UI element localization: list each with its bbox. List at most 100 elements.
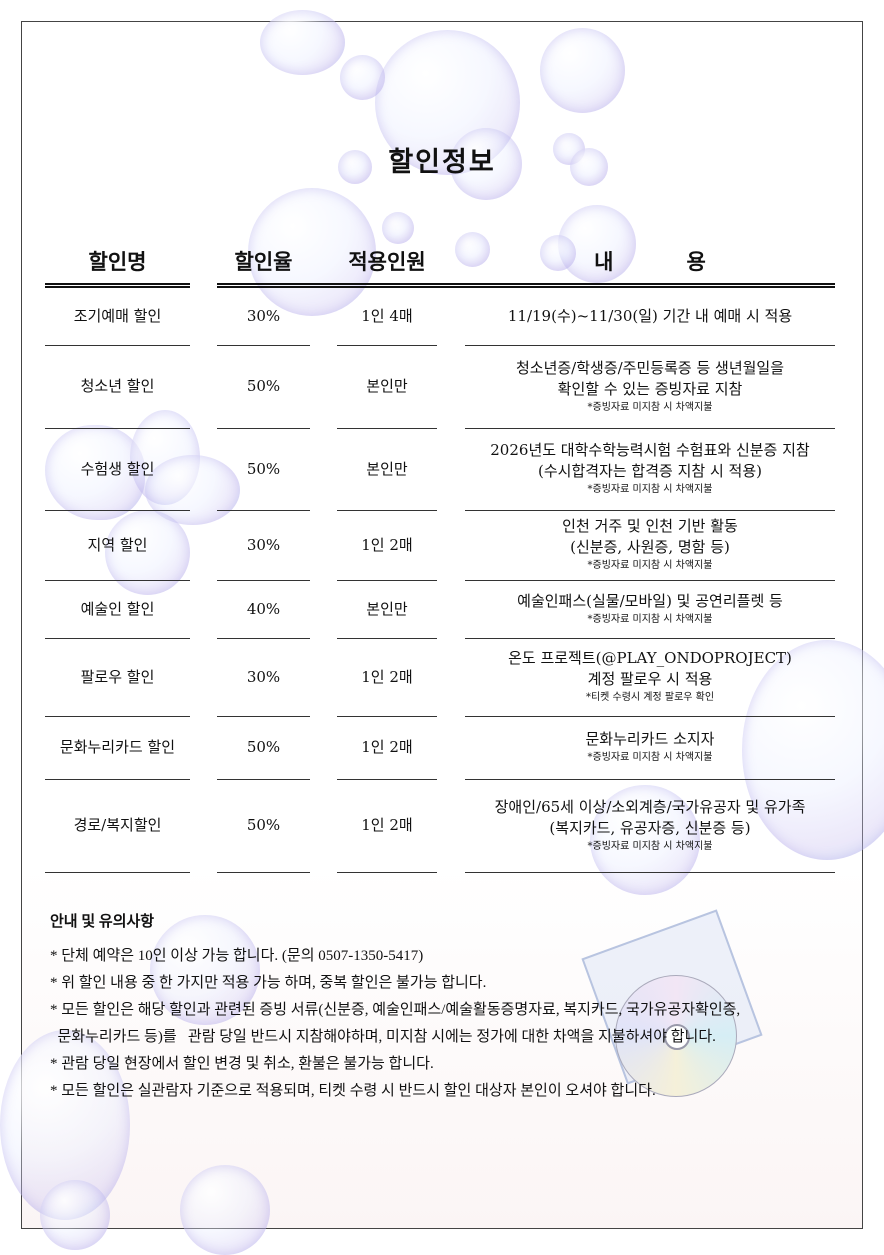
content-cell: 2026년도 대학수학능력시험 수험표와 신분증 지참 (수시합격자는 합격증 지… bbox=[465, 428, 835, 510]
discount-name: 팔로우 할인 bbox=[80, 667, 155, 686]
row-divider bbox=[337, 428, 437, 429]
discount-name: 지역 할인 bbox=[87, 535, 148, 554]
content-note: *증빙자료 미지참 시 차액지불 bbox=[587, 401, 713, 413]
applicable-people: 1인 2매 bbox=[361, 738, 413, 756]
discount-rate: 30% bbox=[246, 535, 281, 554]
content-cell: 예술인패스(실물/모바일) 및 공연리플렛 등 *증빙자료 미지참 시 차액지불 bbox=[465, 580, 835, 638]
row-divider bbox=[465, 779, 835, 780]
content-note: *증빙자료 미지참 시 차액지불 bbox=[587, 840, 713, 852]
people-cell: 본인만 bbox=[337, 345, 437, 428]
content-line: 확인할 수 있는 증빙자료 지참 bbox=[557, 379, 743, 398]
row-divider bbox=[465, 716, 835, 717]
discount-rate: 40% bbox=[246, 599, 281, 618]
discount-rate: 30% bbox=[246, 667, 281, 686]
row-divider bbox=[45, 580, 190, 581]
row-divider bbox=[217, 716, 310, 717]
row-divider bbox=[465, 428, 835, 429]
applicable-people: 1인 2매 bbox=[361, 816, 413, 834]
discount-rate: 50% bbox=[246, 377, 281, 395]
applicable-people: 본인만 bbox=[366, 599, 408, 618]
discount-rate: 50% bbox=[246, 459, 281, 478]
discount-name-cell: 문화누리카드 할인 bbox=[45, 716, 190, 779]
discount-rate-cell: 50% bbox=[217, 779, 310, 872]
row-divider bbox=[45, 345, 190, 346]
content-note: *증빙자료 미지참 시 차액지불 bbox=[587, 484, 713, 495]
discount-name: 청소년 할인 bbox=[80, 377, 155, 395]
content-line: 인천 거주 및 인천 기반 활동 bbox=[562, 517, 738, 535]
content-cell: 온도 프로젝트(@PLAY_ONDOPROJECT) 계정 팔로우 시 적용 *티켓… bbox=[465, 638, 835, 716]
discount-rate-cell: 30% bbox=[217, 638, 310, 716]
content-note: *증빙자료 미지참 시 차액지불 bbox=[587, 613, 713, 625]
discount-rate-cell: 30% bbox=[217, 288, 310, 345]
row-divider bbox=[337, 872, 437, 873]
people-cell: 1인 2매 bbox=[337, 716, 437, 779]
content-line: (신분증, 사원증, 명함 등) bbox=[570, 538, 730, 556]
discount-name-cell: 예술인 할인 bbox=[45, 580, 190, 638]
content-note: *티켓 수령시 계정 팔로우 확인 bbox=[585, 692, 715, 703]
notice-line: * 모든 할인은 실관람자 기준으로 적용되며, 티켓 수령 시 반드시 할인 … bbox=[50, 1083, 656, 1099]
notice-line: 문화누리카드 등)를 관람 당일 반드시 지참해야하며, 미지참 시에는 정가에… bbox=[50, 1029, 716, 1045]
row-divider bbox=[217, 345, 310, 346]
people-cell: 본인만 bbox=[337, 580, 437, 638]
row-divider bbox=[337, 779, 437, 780]
row-divider bbox=[45, 779, 190, 780]
discount-rate: 30% bbox=[246, 307, 281, 325]
people-cell: 1인 4매 bbox=[337, 288, 437, 345]
row-divider bbox=[465, 580, 835, 581]
content-line: 예술인패스(실물/모바일) 및 공연리플렛 등 bbox=[517, 591, 783, 610]
row-divider bbox=[45, 428, 190, 429]
row-divider bbox=[217, 428, 310, 429]
header-discount-name: 할인명 bbox=[88, 249, 147, 274]
row-divider bbox=[337, 510, 437, 511]
discount-rate: 50% bbox=[246, 738, 281, 756]
row-divider bbox=[337, 716, 437, 717]
content-cell: 인천 거주 및 인천 기반 활동 (신분증, 사원증, 명함 등) *증빙자료 미지… bbox=[465, 510, 835, 580]
notice-line: * 관람 당일 현장에서 할인 변경 및 취소, 환불은 불가능 합니다. bbox=[50, 1056, 434, 1072]
applicable-people: 1인 2매 bbox=[361, 535, 413, 554]
row-divider bbox=[45, 716, 190, 717]
discount-name-cell: 경로/복지할인 bbox=[45, 779, 190, 872]
notice-section: 안내 및 유의사항 * 단체 예약은 10인 이상 가능 합니다. (문의 05… bbox=[50, 910, 740, 1105]
notice-heading: 안내 및 유의사항 bbox=[50, 914, 155, 930]
content-line: 문화누리카드 소지자 bbox=[585, 730, 715, 748]
applicable-people: 본인만 bbox=[366, 377, 408, 395]
content-line: 온도 프로젝트(@PLAY_ONDOPROJECT) bbox=[508, 649, 792, 667]
row-divider bbox=[45, 872, 190, 873]
discount-rate-cell: 30% bbox=[217, 510, 310, 580]
header-people: 적용인원 bbox=[348, 249, 426, 274]
row-divider bbox=[217, 638, 310, 639]
cd-disc-illustration bbox=[615, 975, 737, 1097]
people-cell: 1인 2매 bbox=[337, 779, 437, 872]
content-line: 2026년도 대학수학능력시험 수험표와 신분증 지참 bbox=[490, 441, 810, 459]
discount-name-cell: 지역 할인 bbox=[45, 510, 190, 580]
header-discount-rate: 할인율 bbox=[234, 249, 293, 274]
discount-name-cell: 청소년 할인 bbox=[45, 345, 190, 428]
content-line: 청소년증/학생증/주민등록증 등 생년월일을 bbox=[515, 358, 785, 377]
applicable-people: 1인 4매 bbox=[361, 307, 413, 325]
row-divider bbox=[217, 510, 310, 511]
applicable-people: 본인만 bbox=[366, 459, 408, 478]
discount-name-cell: 팔로우 할인 bbox=[45, 638, 190, 716]
row-divider bbox=[465, 638, 835, 639]
discount-rate-cell: 50% bbox=[217, 716, 310, 779]
header-content: 내 용 bbox=[594, 249, 706, 274]
row-divider bbox=[465, 872, 835, 873]
row-divider bbox=[337, 345, 437, 346]
row-divider bbox=[217, 779, 310, 780]
applicable-people: 1인 2매 bbox=[361, 667, 413, 686]
people-cell: 1인 2매 bbox=[337, 510, 437, 580]
people-cell: 1인 2매 bbox=[337, 638, 437, 716]
header-divider bbox=[45, 283, 190, 288]
content-note: *증빙자료 미지참 시 차액지불 bbox=[587, 752, 713, 763]
discount-rate: 50% bbox=[246, 816, 281, 834]
content-line: (수시합격자는 합격증 지참 시 적용) bbox=[538, 462, 762, 480]
content-line: 계정 팔로우 시 적용 bbox=[587, 670, 713, 688]
row-divider bbox=[337, 638, 437, 639]
content-line: (복지카드, 유공자증, 신분증 등) bbox=[549, 818, 751, 837]
discount-name-cell: 수험생 할인 bbox=[45, 428, 190, 510]
discount-rate-cell: 50% bbox=[217, 345, 310, 428]
discount-rate-cell: 40% bbox=[217, 580, 310, 638]
content-cell: 문화누리카드 소지자 *증빙자료 미지참 시 차액지불 bbox=[465, 716, 835, 779]
notice-line: * 위 할인 내용 중 한 가지만 적용 가능 하며, 중복 할인은 불가능 합… bbox=[50, 975, 487, 991]
